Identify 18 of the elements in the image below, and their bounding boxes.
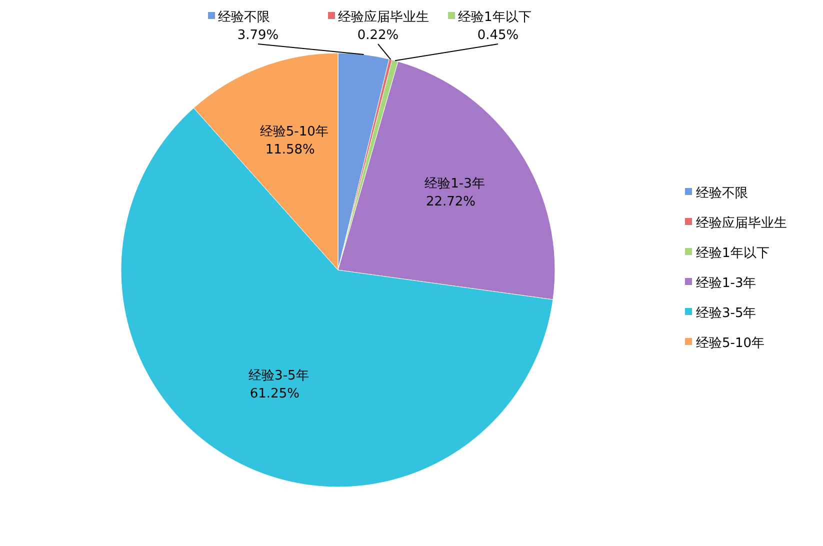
data-label: 22.72% xyxy=(426,194,476,210)
legend-label: 经验5-10年 xyxy=(696,336,765,351)
category-label: 经验1年以下 xyxy=(696,246,770,261)
slice-label: 经验5-10年 xyxy=(260,124,328,140)
legend-label: 经验不限 xyxy=(218,10,270,25)
data-label: 0.45% xyxy=(477,28,519,43)
data-label: 3.79% xyxy=(237,28,279,43)
legend-label: 经验1-3年 xyxy=(696,276,756,291)
data-label: 0.22% xyxy=(357,28,399,43)
category-label: 经验应届毕业生 xyxy=(696,216,787,231)
slice-label: 经验3-5年 xyxy=(248,368,309,384)
slice-label: 经验1-3年 xyxy=(424,176,485,192)
legend-label: 经验3-5年 xyxy=(696,306,756,321)
category-label: 经验不限 xyxy=(696,186,748,201)
legend-label: 经验应届毕业生 xyxy=(338,9,429,25)
data-label: 61.25% xyxy=(250,386,300,402)
legend-label: 经验1年以下 xyxy=(458,10,532,25)
data-label: 11.58% xyxy=(265,142,315,158)
